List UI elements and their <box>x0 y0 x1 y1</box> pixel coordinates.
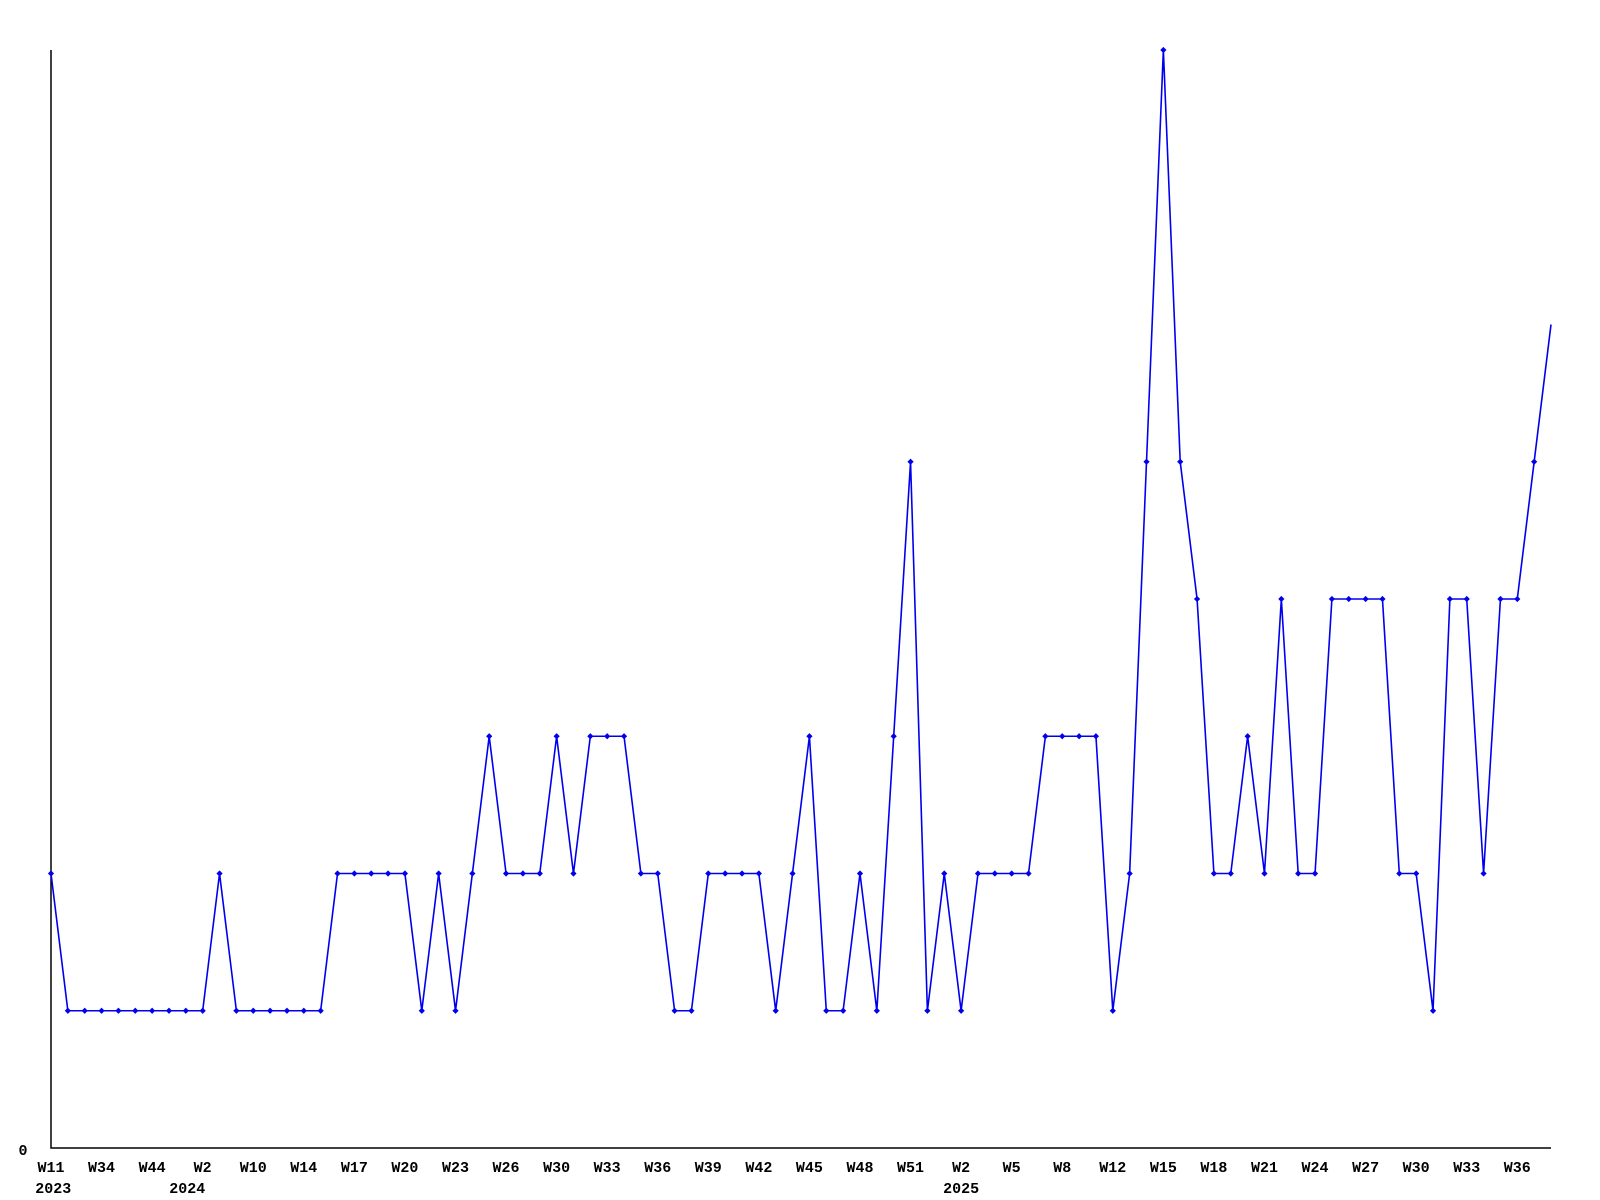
svg-text:W30: W30 <box>543 1160 570 1177</box>
svg-text:W33: W33 <box>594 1160 621 1177</box>
svg-text:W11: W11 <box>37 1160 64 1177</box>
svg-text:W2: W2 <box>952 1160 970 1177</box>
svg-text:2025: 2025 <box>943 1181 979 1198</box>
svg-text:W24: W24 <box>1302 1160 1329 1177</box>
svg-text:W5: W5 <box>1003 1160 1021 1177</box>
svg-text:W21: W21 <box>1251 1160 1278 1177</box>
svg-text:2024: 2024 <box>169 1181 205 1198</box>
svg-text:W51: W51 <box>897 1160 924 1177</box>
svg-text:W17: W17 <box>341 1160 368 1177</box>
svg-text:W12: W12 <box>1099 1160 1126 1177</box>
svg-text:W2: W2 <box>194 1160 212 1177</box>
svg-text:W48: W48 <box>846 1160 873 1177</box>
svg-text:2023: 2023 <box>35 1181 71 1198</box>
svg-text:W20: W20 <box>391 1160 418 1177</box>
svg-text:W14: W14 <box>290 1160 317 1177</box>
svg-text:W33: W33 <box>1453 1160 1480 1177</box>
svg-text:W44: W44 <box>139 1160 166 1177</box>
svg-text:W30: W30 <box>1403 1160 1430 1177</box>
svg-text:W34: W34 <box>88 1160 115 1177</box>
svg-text:W27: W27 <box>1352 1160 1379 1177</box>
svg-text:W45: W45 <box>796 1160 823 1177</box>
svg-text:W18: W18 <box>1200 1160 1227 1177</box>
svg-text:W10: W10 <box>240 1160 267 1177</box>
svg-text:W15: W15 <box>1150 1160 1177 1177</box>
svg-text:0: 0 <box>18 1143 27 1160</box>
svg-text:W8: W8 <box>1053 1160 1071 1177</box>
svg-text:W36: W36 <box>1504 1160 1531 1177</box>
svg-text:W23: W23 <box>442 1160 469 1177</box>
svg-text:W39: W39 <box>695 1160 722 1177</box>
svg-text:W36: W36 <box>644 1160 671 1177</box>
svg-text:W42: W42 <box>745 1160 772 1177</box>
svg-text:W26: W26 <box>493 1160 520 1177</box>
